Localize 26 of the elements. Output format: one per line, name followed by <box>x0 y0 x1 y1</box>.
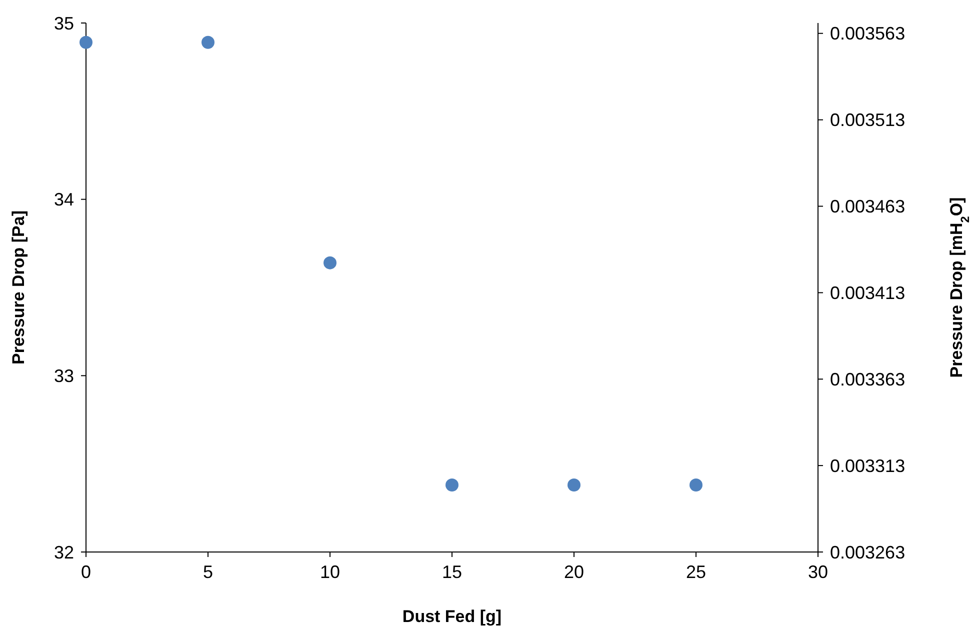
x-axis-title: Dust Fed [g] <box>402 607 502 626</box>
y-tick-label: 34 <box>54 190 74 210</box>
y-axis-title: Pressure Drop [Pa] <box>9 210 28 364</box>
y2-tick-label: 0.003563 <box>830 24 906 44</box>
point <box>446 478 458 492</box>
y2-tick-label: 0.003413 <box>830 282 906 303</box>
x-tick-label: 5 <box>202 562 214 582</box>
x-tick-label: 0 <box>80 562 92 582</box>
point <box>324 256 336 270</box>
point <box>568 478 580 492</box>
y2-tick-label: 0.003463 <box>830 196 906 217</box>
y2-tick-label: 0.003363 <box>830 369 906 390</box>
y2-tick-label: 0.003263 <box>830 542 906 562</box>
x-tick-label: 25 <box>686 562 706 582</box>
y-tick-label: 32 <box>54 542 74 562</box>
x-tick-label: 15 <box>442 562 462 582</box>
point <box>690 478 702 492</box>
x-tick-label: 30 <box>808 562 828 582</box>
point <box>202 36 214 49</box>
y-tick-label: 35 <box>54 13 74 34</box>
y2-tick-label: 0.003313 <box>830 456 906 476</box>
y2-tick-label: 0.003513 <box>830 110 906 130</box>
point <box>80 36 92 49</box>
x-tick-label: 10 <box>320 562 340 582</box>
x-tick-label: 20 <box>564 562 584 582</box>
y-tick-label: 33 <box>54 366 74 386</box>
